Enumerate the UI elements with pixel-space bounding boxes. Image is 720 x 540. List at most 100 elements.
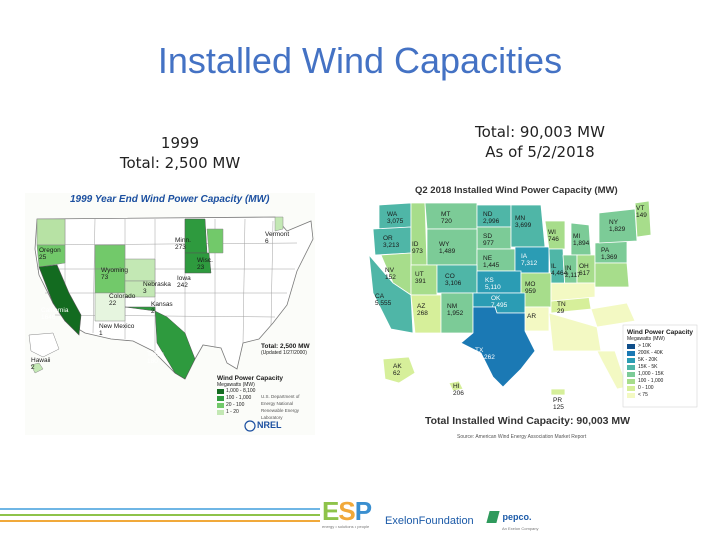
state-label-wa: WA 3,075 — [387, 211, 404, 225]
state-label-co: CO 3,106 — [445, 273, 462, 287]
state-nc-sc — [590, 302, 636, 328]
legend-2018-swatch — [627, 379, 635, 384]
legend-1999-swatch — [217, 410, 224, 415]
state-wv-va — [594, 262, 630, 288]
state-ne-states — [634, 200, 652, 238]
state-label-ia: IA 7,312 — [521, 253, 538, 267]
map-2018-title: Q2 2018 Installed Wind Power Capacity (M… — [415, 185, 618, 196]
state-label-nm: NM 1,952 — [447, 303, 464, 317]
state-label-tx: TX 23,262 — [475, 347, 495, 361]
legend-1999-swatch — [217, 403, 224, 408]
nrel-logo: NREL — [257, 420, 282, 430]
map-2018-total: Total Installed Wind Capacity: 90,003 MW — [425, 415, 631, 427]
legend-2018-swatch — [627, 351, 635, 356]
legend-1999-label: 100 - 1,000 — [226, 395, 252, 401]
state-label-tn: TN 29 — [557, 301, 566, 315]
legend-1999-label: 1,000 - 8,100 — [226, 388, 256, 394]
state-label-or: OR 3,213 — [383, 235, 400, 249]
state-nebraska-1999 — [124, 258, 156, 282]
legend-2018-swatch — [627, 344, 635, 349]
state-label-nv: NV 152 — [385, 267, 396, 281]
right-caption-total: Total: 90,003 MW — [475, 123, 605, 141]
map-1999-legend-title: Wind Power Capacity — [217, 375, 284, 382]
legend-2018-swatch — [627, 372, 635, 377]
state-label-vt: VT 149 — [636, 205, 647, 219]
state-label-az: AZ 268 — [417, 303, 428, 317]
state-south — [548, 312, 602, 352]
map-1999-credit: U.S. Department of Energy National Renew… — [261, 394, 300, 420]
state-oregon-1999 — [36, 244, 66, 268]
state-iowa-1999 — [184, 252, 212, 274]
state-ca — [368, 253, 414, 334]
state-label-mt: MT 720 — [441, 211, 452, 225]
state-pr — [550, 388, 566, 396]
state-hawaii-1999 — [30, 362, 44, 374]
state-label-mn: MN 3,699 — [515, 215, 532, 229]
state-ky — [550, 282, 596, 302]
exelon-foundation-logo: ExelonFoundation — [385, 515, 474, 527]
legend-2018-label: 15K - 5K — [638, 364, 658, 370]
legend-2018-label: 200K - 40K — [638, 350, 664, 356]
state-wi — [544, 220, 566, 250]
legend-1999-label: 1 - 20 — [226, 409, 239, 415]
label-iowa: Iowa 242 — [177, 275, 191, 289]
legend-1999-swatch — [217, 389, 224, 394]
state-ny — [598, 208, 638, 244]
state-ak — [382, 356, 416, 384]
legend-2018-label: 1,000 - 15K — [638, 371, 664, 377]
label-california: California 1646 — [41, 307, 69, 321]
state-label-ks: KS 5,110 — [485, 277, 501, 291]
state-kansas-1999 — [124, 280, 156, 298]
map-2018-legend-title: Wind Power Capacity — [627, 329, 694, 336]
slide-title: Installed Wind Capacities — [157, 40, 563, 81]
footer-stripe-orange — [0, 520, 320, 522]
state-label-nd: ND 2,996 — [483, 211, 500, 225]
state-texas-1999 — [124, 306, 196, 380]
state-label-sd: SD 977 — [483, 233, 494, 247]
state-wisconsin-1999 — [206, 228, 224, 254]
state-california-1999 — [38, 264, 82, 336]
map-2018: Q2 2018 Installed Wind Power Capacity (M… — [365, 183, 705, 453]
left-caption: 1999 Total: 2,500 MW — [60, 133, 300, 173]
right-caption: Total: 90,003 MW As of 5/2/2018 — [420, 122, 660, 162]
legend-1999-label: 20 - 100 — [226, 402, 245, 408]
map-2018-source: Source: American Wind Energy Association… — [457, 434, 587, 440]
label-vermont: Vermont 6 — [265, 231, 290, 245]
state-label-oh: OH 617 — [579, 263, 590, 277]
label-nebraska: Nebraska 3 — [143, 281, 171, 295]
label-hawaii: Hawaii 2 — [31, 357, 51, 371]
state-label-ok: OK 7,495 — [491, 295, 508, 309]
footer-stripe-blue — [0, 508, 320, 510]
legend-2018-label: 100 - 1,000 — [638, 378, 664, 384]
left-caption-total: Total: 2,500 MW — [119, 154, 241, 172]
map-2018-graphic — [368, 200, 698, 408]
pepco-mark-icon — [486, 510, 500, 523]
state-id — [410, 202, 428, 266]
state-label-wy: WY 1,489 — [439, 241, 456, 255]
legend-1999-swatch — [217, 396, 224, 401]
state-label-ny: NY 1,829 — [609, 219, 626, 233]
state-label-ne: NE 1,445 — [483, 255, 500, 269]
legend-2018-swatch — [627, 358, 635, 363]
esp-tagline: energy • solutions • people — [322, 524, 370, 529]
state-label-ak: AK 62 — [393, 363, 402, 377]
legend-2018-label: < 75 — [638, 392, 648, 398]
state-label-il: IL 4,464 — [551, 263, 568, 277]
state-label-hi: HI 206 — [453, 383, 464, 397]
map-1999-legend-subtitle: Megawatts (MW) — [217, 382, 255, 388]
map-1999-updated: (Updated 1/27/2000) — [261, 350, 307, 356]
legend-2018-label: 0 - 100 — [638, 385, 654, 391]
state-fl — [596, 350, 628, 390]
pepco-wordmark: pepco. — [502, 511, 532, 522]
map-2018-legend-subtitle: Megawatts (MW) — [627, 336, 665, 342]
state-label-ut: UT 391 — [415, 271, 426, 285]
state-label-ca: CA 5,555 — [375, 293, 392, 307]
label-wyoming: Wyoming 73 — [101, 267, 129, 281]
state-wyoming-1999 — [94, 244, 126, 270]
map-1999-graphic — [25, 193, 315, 435]
legend-2018-swatch — [627, 393, 635, 398]
state-label-pa: PA 1,369 — [601, 247, 618, 261]
right-caption-date: As of 5/2/2018 — [485, 143, 595, 161]
pepco-logo: pepco. An Exelon Company — [486, 508, 538, 531]
legend-2018-label: > 10K — [638, 343, 652, 349]
